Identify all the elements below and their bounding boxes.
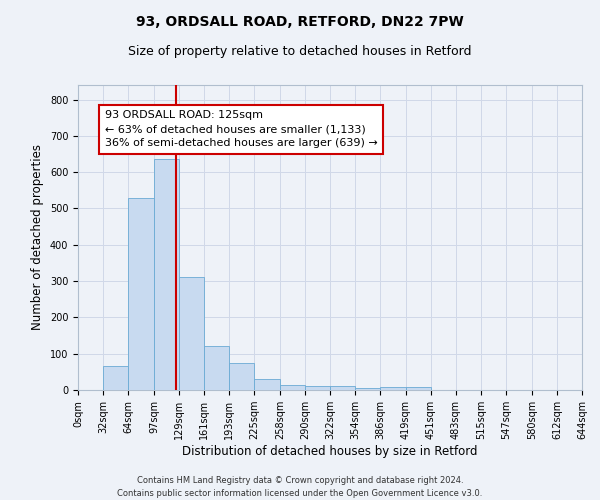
Bar [355, 388, 380, 390]
Bar [305, 386, 330, 390]
Bar [229, 363, 254, 390]
Bar [406, 387, 431, 390]
Bar [254, 379, 280, 390]
Text: Contains public sector information licensed under the Open Government Licence v3: Contains public sector information licen… [118, 488, 482, 498]
Bar [330, 386, 355, 390]
Text: 93 ORDSALL ROAD: 125sqm
← 63% of detached houses are smaller (1,133)
36% of semi: 93 ORDSALL ROAD: 125sqm ← 63% of detache… [104, 110, 377, 148]
Bar [103, 366, 128, 390]
Text: Contains HM Land Registry data © Crown copyright and database right 2024.: Contains HM Land Registry data © Crown c… [137, 476, 463, 485]
Text: Size of property relative to detached houses in Retford: Size of property relative to detached ho… [128, 45, 472, 58]
Text: 93, ORDSALL ROAD, RETFORD, DN22 7PW: 93, ORDSALL ROAD, RETFORD, DN22 7PW [136, 15, 464, 29]
Bar [154, 160, 179, 390]
Bar [179, 278, 204, 390]
X-axis label: Distribution of detached houses by size in Retford: Distribution of detached houses by size … [182, 445, 478, 458]
Bar [380, 387, 406, 390]
Bar [128, 198, 154, 390]
Bar [204, 346, 229, 390]
Bar [280, 384, 305, 390]
Y-axis label: Number of detached properties: Number of detached properties [31, 144, 44, 330]
